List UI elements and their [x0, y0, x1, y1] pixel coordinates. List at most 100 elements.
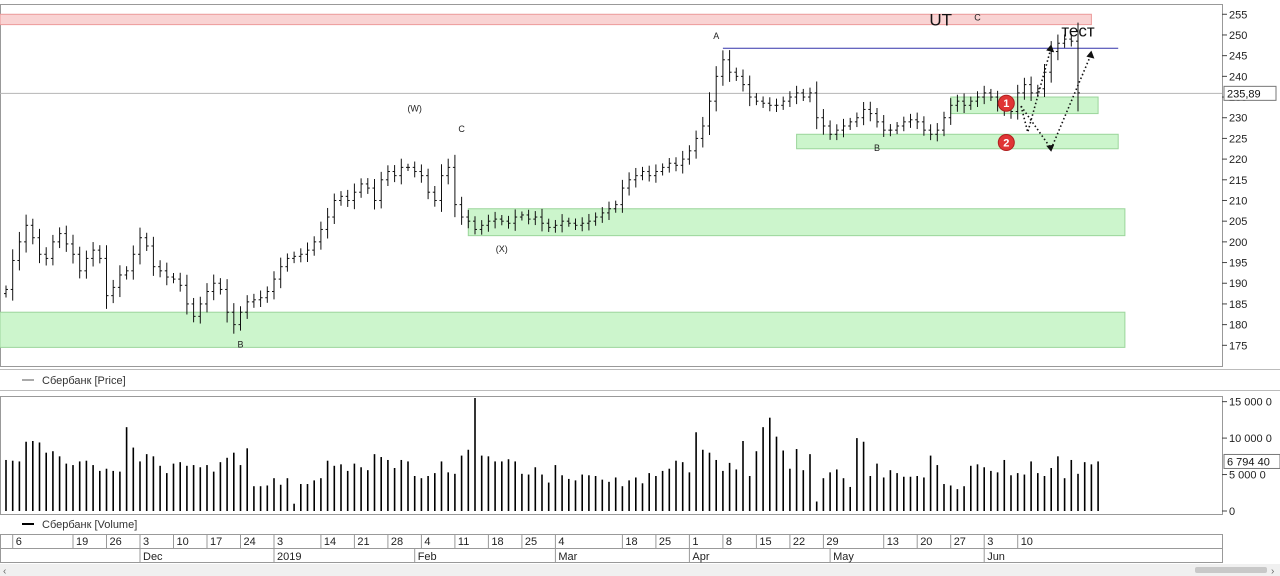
ohlc-bar — [298, 248, 303, 263]
wave-label: B — [237, 339, 243, 349]
ohlc-bar — [265, 286, 270, 303]
scrollbar-thumb[interactable] — [1195, 567, 1267, 573]
ohlc-bar — [426, 168, 431, 200]
price-axis-label: 220 — [1229, 154, 1247, 166]
ohlc-bar — [352, 183, 357, 210]
wave-label: C — [458, 124, 465, 134]
ohlc-bar — [292, 251, 297, 264]
ohlc-bar — [888, 124, 893, 137]
ohlc-bar — [1022, 77, 1027, 100]
ohlc-bar — [875, 108, 879, 128]
ohlc-bar — [761, 96, 766, 108]
day-label: 14 — [324, 536, 336, 548]
ohlc-bar — [821, 109, 826, 135]
ohlc-bar — [432, 186, 437, 207]
ohlc-bar — [647, 165, 652, 182]
test-annotation: тест — [1061, 22, 1095, 41]
month-label: Feb — [418, 551, 437, 563]
ohlc-bar — [841, 118, 846, 138]
ohlc-bar — [412, 161, 417, 178]
ohlc-bar — [627, 172, 632, 196]
ohlc-bar — [205, 283, 209, 313]
ohlc-bar — [828, 120, 833, 140]
ohlc-bar — [754, 93, 759, 106]
volume-legend-label: Сбербанк [Volume] — [42, 519, 137, 531]
day-label: 15 — [759, 536, 771, 548]
ohlc-bar — [787, 91, 792, 108]
marker-2-label: 2 — [1003, 138, 1009, 150]
ut-annotation: UT — [929, 10, 952, 29]
ohlc-bar — [499, 215, 504, 226]
price-axis-label: 200 — [1229, 237, 1247, 249]
price-axis-label: 205 — [1229, 216, 1247, 228]
arrowhead-icon — [1086, 50, 1095, 59]
ohlc-bar — [526, 209, 531, 225]
day-label: 18 — [625, 536, 637, 548]
price-axis-label: 215 — [1229, 175, 1247, 187]
scrollbar-track — [0, 564, 1280, 576]
ohlc-bar — [915, 112, 920, 130]
price-axis-label: 210 — [1229, 195, 1247, 207]
ohlc-bar — [305, 242, 310, 262]
price-axis-label: 190 — [1229, 278, 1247, 290]
wave-label: C — [974, 12, 981, 22]
ohlc-bar — [921, 116, 926, 136]
last-volume-label: 6 794 40 — [1227, 456, 1270, 468]
day-label: 29 — [826, 536, 838, 548]
ohlc-bar — [767, 97, 772, 112]
volume-axis-label: 5 000 0 — [1229, 470, 1266, 482]
ohlc-bar — [138, 227, 142, 265]
day-label: 4 — [558, 536, 564, 548]
day-label: 3 — [987, 536, 993, 548]
ohlc-bar — [560, 214, 565, 233]
ohlc-bar — [77, 246, 82, 279]
ohlc-bar — [318, 221, 323, 250]
horizontal-scrollbar[interactable]: ‹ › — [0, 564, 1280, 576]
ohlc-bar — [312, 236, 317, 256]
ohlc-bar — [982, 85, 987, 105]
price-axis-label: 185 — [1229, 299, 1247, 311]
ohlc-bar — [37, 228, 42, 264]
ohlc-bar — [774, 98, 779, 113]
ohlc-bar — [198, 296, 203, 324]
ohlc-bar — [519, 211, 524, 221]
day-label: 6 — [16, 536, 22, 548]
ohlc-bar — [64, 225, 69, 252]
ohlc-bar — [486, 214, 491, 232]
ohlc-bar — [1069, 33, 1074, 47]
ohlc-bar — [727, 50, 732, 82]
ohlc-bar — [546, 218, 551, 232]
price-axis-label: 230 — [1229, 113, 1247, 125]
ohlc-bar — [968, 96, 973, 110]
wave-label: (W) — [407, 104, 422, 114]
support-zone — [796, 133, 1119, 150]
ohlc-bar — [1015, 84, 1020, 120]
ohlc-bar — [808, 87, 812, 103]
scroll-right-icon[interactable]: › — [1271, 566, 1274, 576]
time-axis: 6 19 26 3 10 17 24 3 14 21 28 4 11 18 25 4 18 25 1 8 15 22 29 1… — [0, 534, 1223, 563]
scroll-left-icon[interactable]: ‹ — [3, 566, 6, 576]
ohlc-bar — [171, 272, 176, 284]
day-label: 13 — [887, 536, 899, 548]
day-label: 19 — [76, 536, 88, 548]
ohlc-bar — [211, 274, 216, 301]
wave-label: A — [713, 31, 719, 41]
day-label: 24 — [244, 536, 256, 548]
ohlc-bar — [962, 93, 967, 114]
day-label: 1 — [692, 536, 698, 548]
support-zone — [467, 208, 1126, 237]
ohlc-bar — [30, 218, 35, 245]
forecast-path-1 — [1020, 47, 1052, 136]
day-label: 3 — [143, 536, 149, 548]
last-volume-box — [1223, 453, 1280, 469]
ohlc-bar — [57, 227, 62, 249]
ohlc-bar — [633, 167, 638, 188]
price-axis-label: 195 — [1229, 258, 1247, 270]
last-price-box — [1223, 85, 1277, 101]
ohlc-bar — [359, 178, 364, 198]
ohlc-bar — [84, 250, 89, 279]
ohlc-bar — [218, 278, 223, 295]
ohlc-bar — [399, 158, 404, 185]
wave-label: B — [874, 143, 880, 153]
volume-axis-label: 0 — [1229, 506, 1235, 518]
